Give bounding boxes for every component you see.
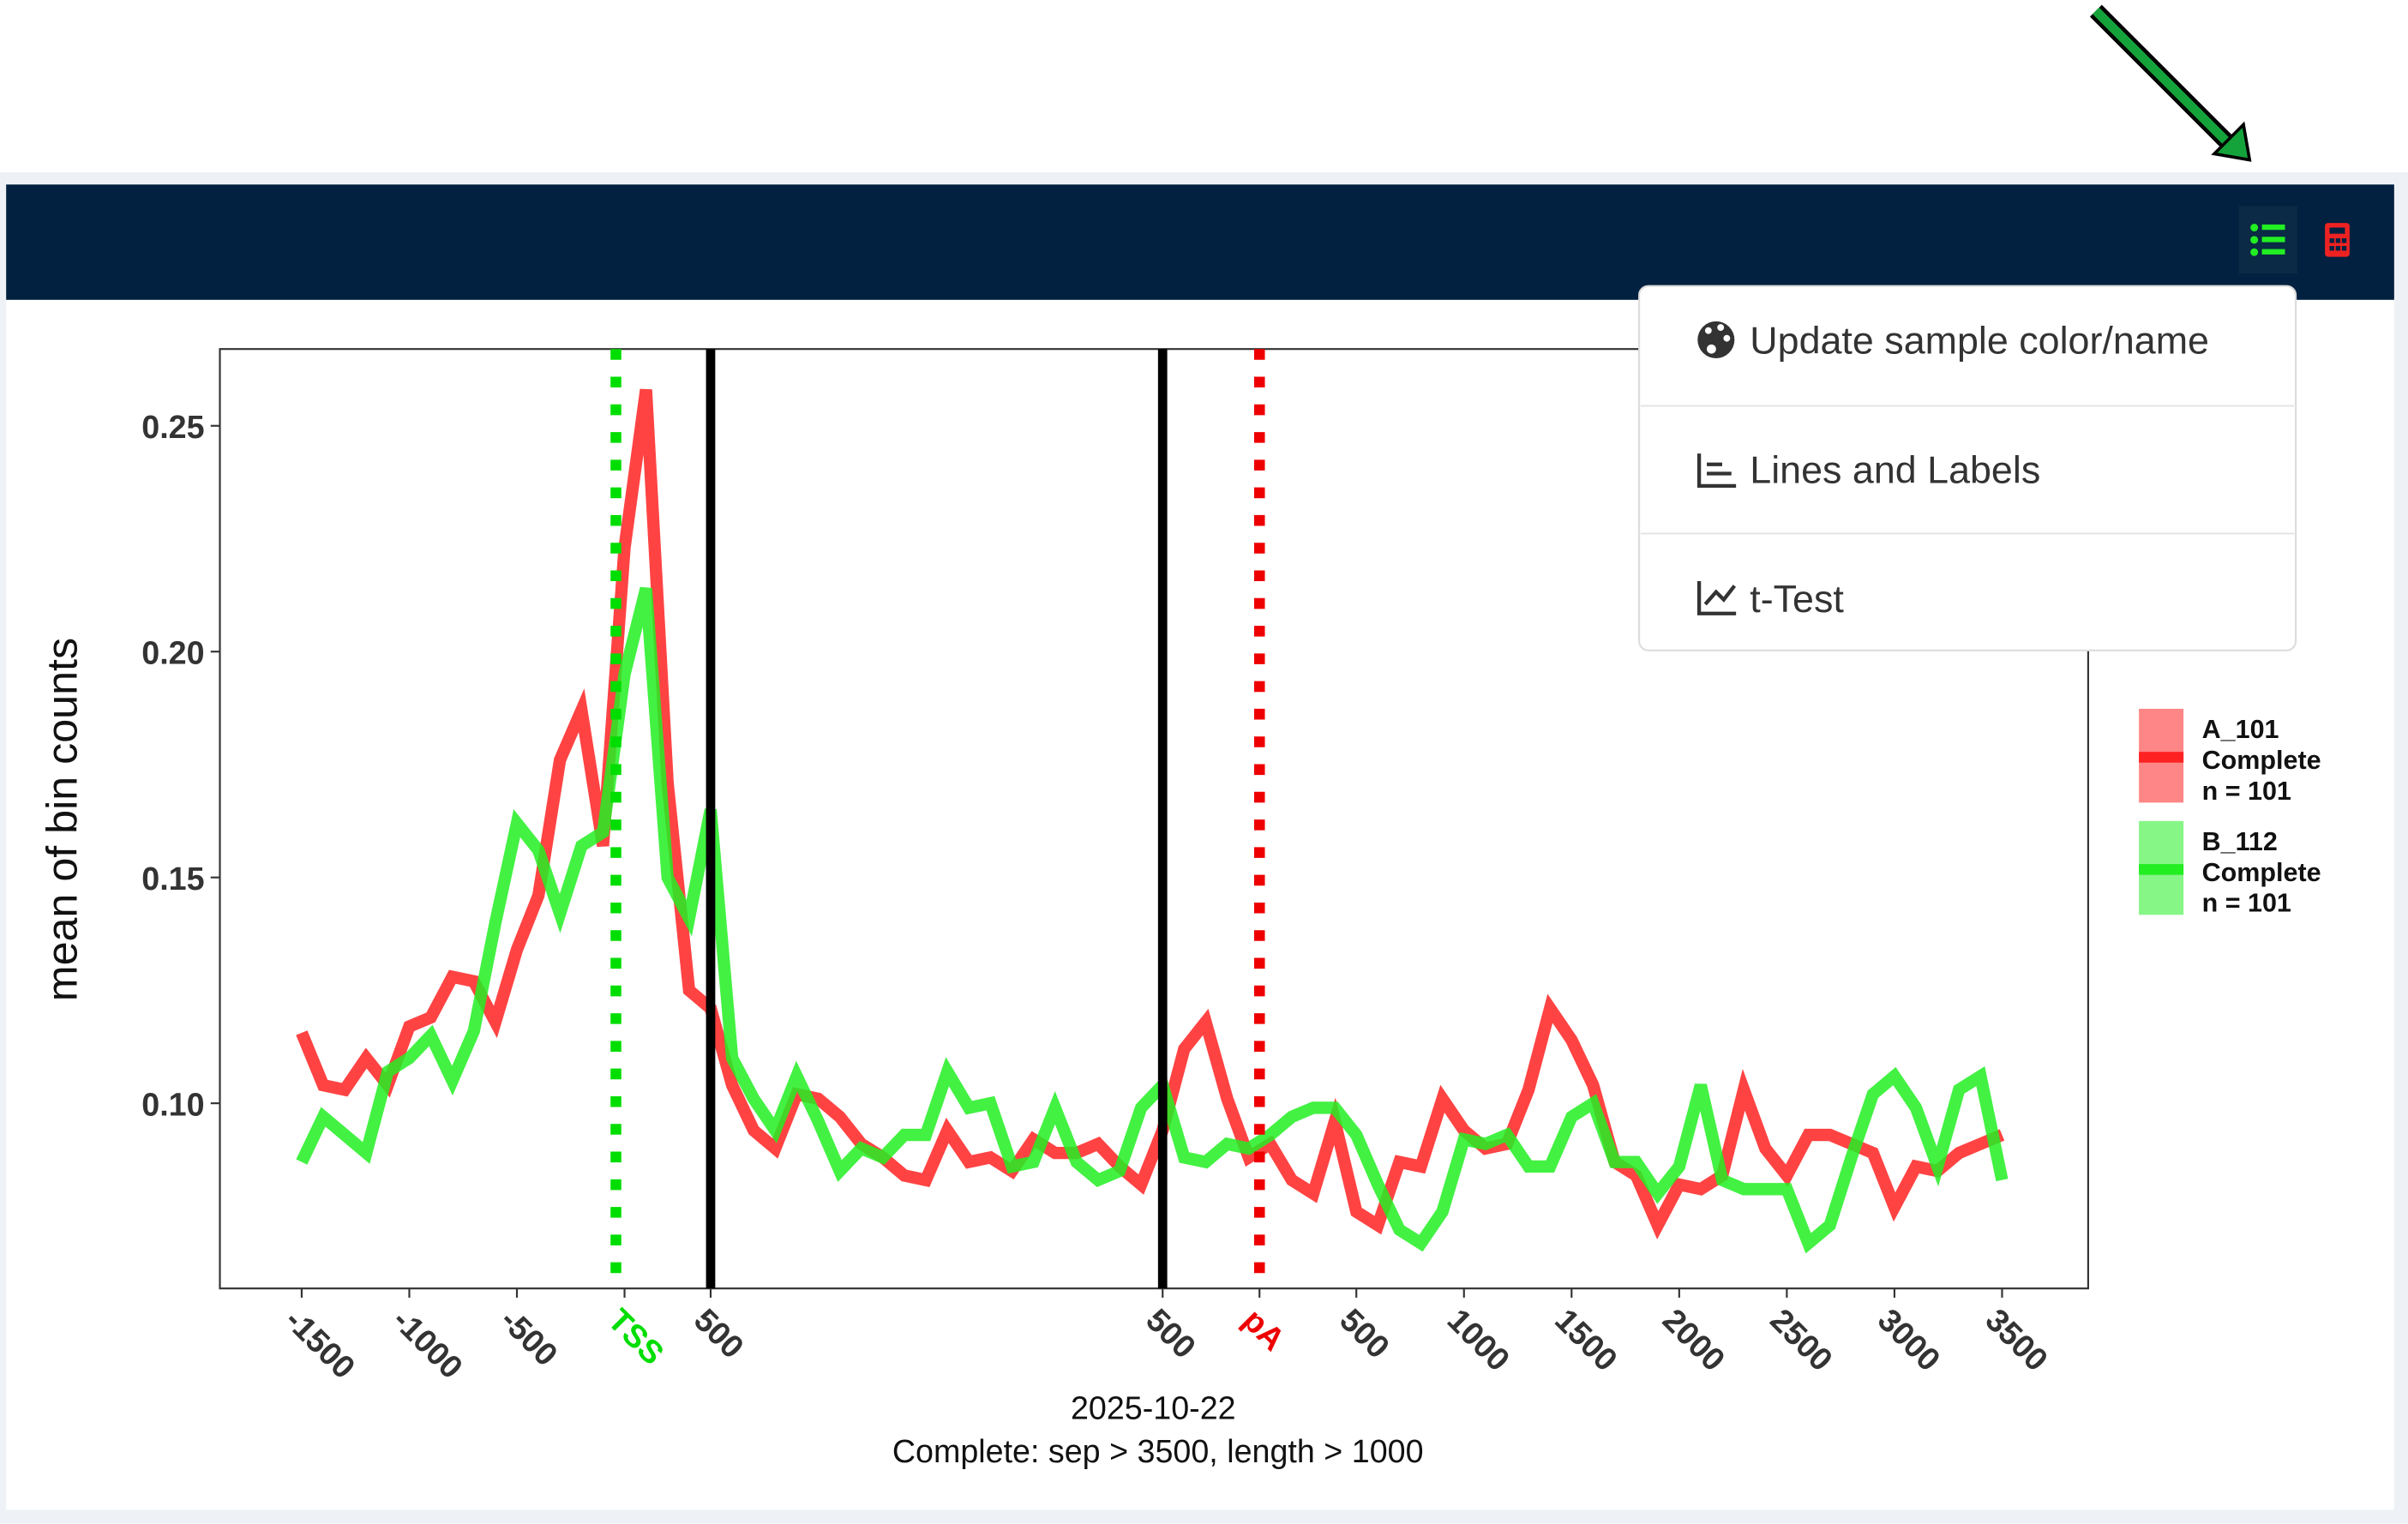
calculator-icon[interactable] xyxy=(2325,223,2350,257)
y-tick-label: 0.25 xyxy=(141,409,204,445)
legend-label-box: A_101 Complete n = 101 xyxy=(2201,715,2321,806)
y-axis-label: mean of bin counts xyxy=(39,638,87,1001)
series-line xyxy=(296,586,2009,1254)
legend-item: A_101 Complete n = 101 xyxy=(2139,708,2321,806)
plot-border xyxy=(219,348,2089,1290)
line-chart-icon xyxy=(1696,581,1737,615)
menu-item[interactable]: t-Test xyxy=(1750,577,1844,621)
legend-item: B_112 Complete n = 101 xyxy=(2139,820,2321,918)
y-tick-label: 0.10 xyxy=(141,1086,204,1122)
menu-item[interactable]: Lines and Labels xyxy=(1750,447,2040,491)
legend-label: B_112 Complete n = 101 xyxy=(2201,827,2321,918)
y-tick-label: 0.20 xyxy=(141,635,204,671)
legend-label-box: B_112 Complete n = 101 xyxy=(2201,827,2321,918)
list-icon[interactable] xyxy=(2238,206,2297,274)
y-tick-label: 0.15 xyxy=(141,861,204,897)
palette-icon xyxy=(1697,321,1735,358)
legend-key-line xyxy=(2139,752,2184,763)
menu-item[interactable]: Update sample color/name xyxy=(1750,319,2209,363)
navbar xyxy=(6,184,2394,300)
arrow xyxy=(2089,4,2252,162)
dropdown-menu: Update sample color/name Lines and Label… xyxy=(1638,285,2297,651)
caption: Complete: sep > 3500, length > 1000 xyxy=(892,1433,1424,1469)
legend-key-line xyxy=(2139,864,2184,875)
legend-label: A_101 Complete n = 101 xyxy=(2201,715,2321,806)
caption: 2025-10-22 xyxy=(1071,1390,1236,1426)
chart-icon xyxy=(1696,453,1737,488)
